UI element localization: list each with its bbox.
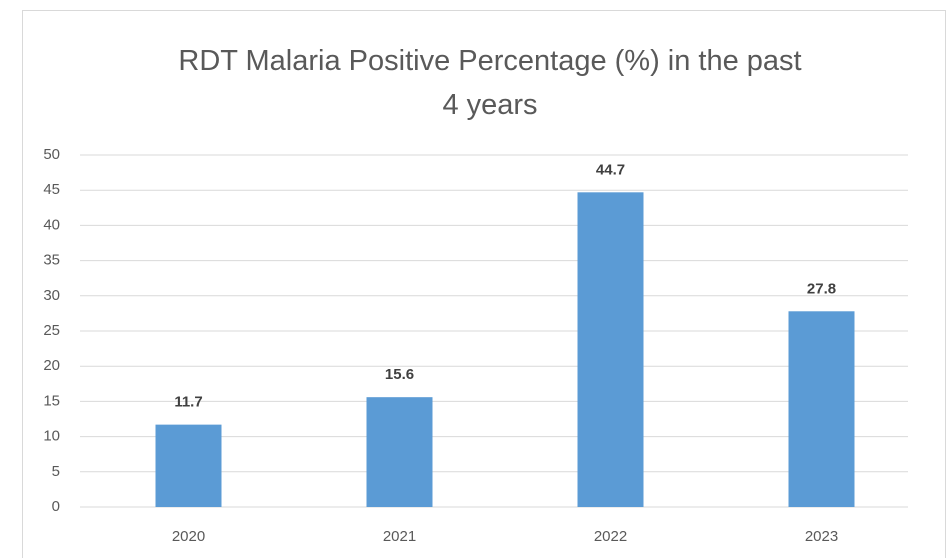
x-tick-label: 2020 <box>172 528 205 545</box>
bar <box>788 311 855 507</box>
y-tick-label: 15 <box>43 392 60 409</box>
y-tick-label: 35 <box>43 252 60 269</box>
bar <box>366 397 433 507</box>
bar <box>155 424 222 507</box>
y-tick-label: 30 <box>43 287 60 304</box>
y-tick-label: 40 <box>43 216 60 233</box>
y-tick-label: 45 <box>43 181 60 198</box>
y-tick-label: 5 <box>52 463 60 480</box>
y-tick-label: 10 <box>43 428 60 445</box>
bar <box>577 192 644 507</box>
x-tick-label: 2022 <box>594 528 627 545</box>
y-tick-label: 0 <box>52 498 60 515</box>
y-tick-label: 20 <box>43 357 60 374</box>
y-tick-label: 50 <box>43 146 60 163</box>
value-label: 44.7 <box>596 161 625 178</box>
chart-title: RDT Malaria Positive Percentage (%) in t… <box>178 45 801 121</box>
value-label: 27.8 <box>807 280 836 297</box>
value-label: 15.6 <box>385 366 414 383</box>
value-label: 11.7 <box>174 394 202 411</box>
y-tick-label: 25 <box>43 322 60 339</box>
x-tick-label: 2021 <box>383 528 416 545</box>
x-tick-label: 2023 <box>805 528 838 545</box>
